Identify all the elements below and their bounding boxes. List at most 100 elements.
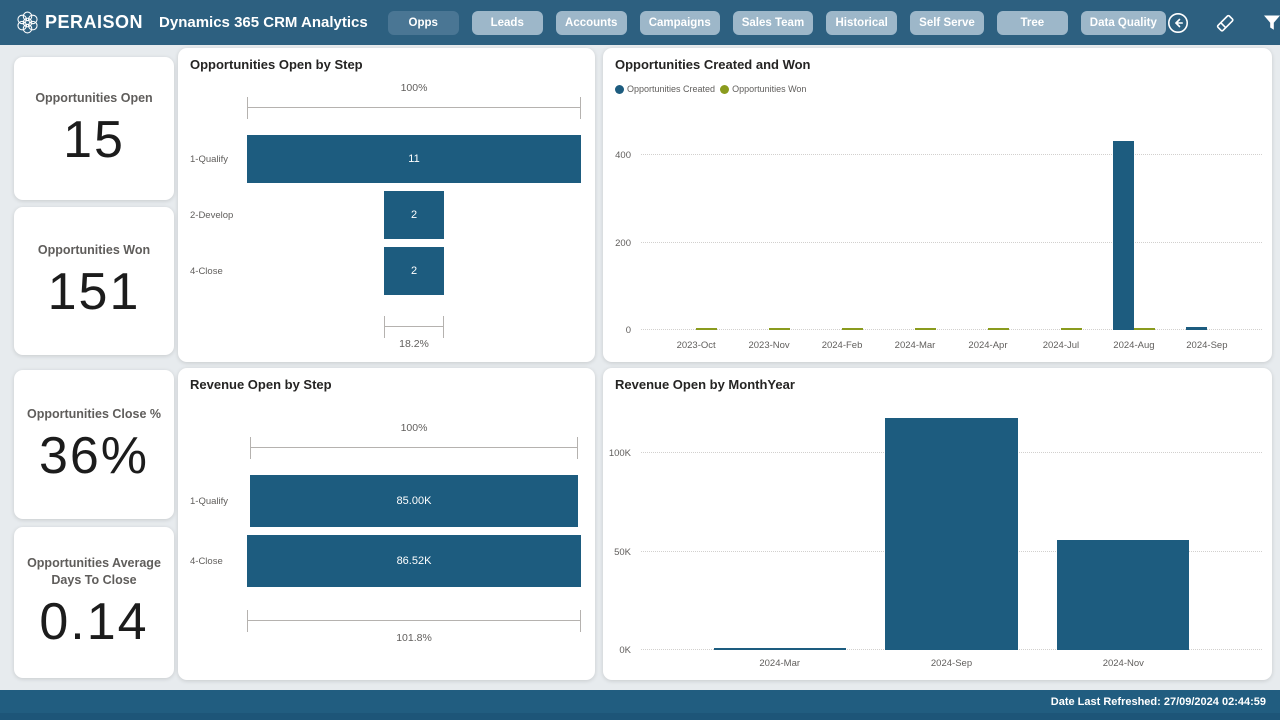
- column-bar-2024-jul-opportunities-won[interactable]: [1060, 328, 1083, 330]
- column-bar-2024-mar-opportunities-won[interactable]: [915, 328, 937, 330]
- funnel-bar-1-qualify[interactable]: 85.00K: [249, 475, 579, 527]
- y-axis-labels: 0K 50K 100K: [603, 404, 635, 656]
- kpi-label: Opportunities Open: [35, 90, 153, 105]
- nav-button-accounts[interactable]: Accounts: [555, 10, 627, 35]
- x-tick-label: 2023-Oct: [676, 340, 716, 351]
- kpi-card-opportunities-close-pct[interactable]: Opportunities Close % 36%: [14, 370, 174, 519]
- nav-icons: [1166, 11, 1280, 35]
- last-refreshed-text: Date Last Refreshed: 27/09/2024 02:44:59: [1050, 695, 1266, 708]
- chart-title: Revenue Open by MonthYear: [615, 377, 795, 392]
- x-axis-labels: 2023-Oct 2023-Nov 2024-Feb 2024-Mar 2024-Apr…: [641, 340, 1262, 354]
- nav-button-leads[interactable]: Leads: [471, 10, 543, 35]
- gridline: [641, 154, 1262, 155]
- kpi-card-avg-days-to-close[interactable]: Opportunities Average Days To Close 0.14: [14, 527, 174, 678]
- funnel-category-label: 4-Close: [190, 555, 223, 567]
- x-tick-label: 2024-Jul: [1042, 340, 1080, 351]
- kpi-value: 0.14: [39, 593, 149, 652]
- column-bar-2024-mar-revenue-open[interactable]: [713, 648, 846, 650]
- x-axis-labels: 2024-Mar 2024-Sep 2024-Nov: [641, 658, 1262, 672]
- nav-button-data-quality[interactable]: Data Quality: [1080, 10, 1166, 35]
- nav-button-historical[interactable]: Historical: [826, 10, 898, 35]
- kpi-label: Opportunities Close %: [26, 406, 162, 421]
- funnel-row: 4-Close 2: [190, 247, 581, 295]
- brand-name: PERAISON: [45, 12, 144, 32]
- y-tick-label: 200: [615, 237, 631, 249]
- nav-button-self-serve[interactable]: Self Serve: [910, 10, 984, 35]
- nav-button-campaigns[interactable]: Campaigns: [639, 10, 720, 35]
- chart-opportunities-open-by-step: Opportunities Open by Step 100% 1-Qualif…: [178, 48, 595, 362]
- legend-item-opportunities-created[interactable]: Opportunities Created: [615, 84, 715, 94]
- funnel-category-label: 2-Develop: [190, 209, 234, 221]
- funnel-bar-2-develop[interactable]: 2: [383, 191, 445, 239]
- kpi-value: 36%: [38, 426, 150, 485]
- nav-button-opps[interactable]: Opps: [387, 10, 459, 35]
- chart-opportunities-created-and-won: Opportunities Created and Won Opportunit…: [603, 48, 1272, 362]
- funnel-plot: 100% 1-Qualify 85.00K 4-Close 86.52K 101…: [190, 402, 581, 674]
- funnel-top-percent: 100%: [400, 422, 428, 434]
- x-tick-label: 2024-Sep: [1186, 340, 1228, 351]
- funnel-bar-4-close[interactable]: 86.52K: [247, 535, 581, 587]
- kpi-value: 15: [63, 110, 125, 169]
- x-tick-label: 2024-Apr: [968, 340, 1008, 351]
- chart-title: Opportunities Created and Won: [615, 57, 811, 72]
- eraser-icon[interactable]: [1213, 11, 1237, 35]
- legend-dot-icon: [615, 84, 624, 94]
- x-tick-label: 2024-Aug: [1113, 340, 1155, 351]
- flower-logo-icon: [14, 9, 41, 36]
- column-bar-2024-sep-opportunities-created[interactable]: [1185, 326, 1207, 330]
- column-bar-2023-nov-opportunities-won[interactable]: [769, 328, 791, 330]
- chart-legend: Opportunities Created Opportunities Won: [615, 84, 811, 94]
- legend-dot-icon: [720, 84, 730, 94]
- x-tick-label: 2024-Nov: [1102, 658, 1144, 669]
- nav-buttons: Opps Leads Accounts Campaigns Sales Team Hist…: [387, 10, 1166, 35]
- nav-button-sales-team[interactable]: Sales Team: [732, 10, 814, 35]
- kpi-value: 151: [47, 263, 141, 322]
- funnel-category-label: 1-Qualify: [190, 495, 229, 507]
- funnel-bar-value: 2: [410, 265, 418, 277]
- chart-revenue-open-by-step: Revenue Open by Step 100% 1-Qualify 85.0…: [178, 368, 595, 680]
- y-tick-label: 0: [625, 325, 631, 336]
- funnel-top-bracket: 100%: [190, 82, 581, 119]
- funnel-bar-1-qualify[interactable]: 11: [247, 135, 581, 183]
- page-title: Dynamics 365 CRM Analytics: [159, 14, 368, 31]
- column-bar-2023-oct-opportunities-won[interactable]: [696, 327, 718, 330]
- chart-revenue-open-by-monthyear: Revenue Open by MonthYear 0K 50K 100K 2024…: [603, 368, 1272, 680]
- funnel-bar-value: 86.52K: [396, 555, 432, 567]
- filter-icon[interactable]: [1260, 11, 1280, 35]
- funnel-bottom-percent: 18.2%: [399, 338, 429, 350]
- funnel-row: 1-Qualify 85.00K: [190, 475, 581, 527]
- kpi-label: Opportunities Won: [37, 243, 151, 258]
- gridline: [641, 329, 1262, 330]
- column-bar-2024-apr-opportunities-won[interactable]: [987, 328, 1010, 330]
- nav-button-tree[interactable]: Tree: [996, 10, 1068, 35]
- back-icon[interactable]: [1166, 11, 1190, 35]
- column-bar-2024-aug-opportunities-won[interactable]: [1133, 328, 1156, 330]
- legend-item-opportunities-won[interactable]: Opportunities Won: [720, 84, 806, 94]
- column-bar-2024-feb-opportunities-won[interactable]: [842, 327, 864, 330]
- funnel-bar-4-close[interactable]: 2: [383, 247, 445, 295]
- y-tick-label: 0K: [619, 645, 631, 656]
- x-tick-label: 2024-Mar: [894, 340, 936, 351]
- funnel-category-label: 1-Qualify: [190, 153, 229, 165]
- funnel-top-bracket: 100%: [190, 422, 581, 459]
- kpi-card-opportunities-won[interactable]: Opportunities Won 151: [14, 207, 174, 355]
- x-tick-label: 2024-Feb: [821, 340, 863, 351]
- column-bar-2024-aug-opportunities-created[interactable]: [1112, 141, 1134, 330]
- y-axis-labels: 0 200 400: [603, 120, 635, 336]
- funnel-top-percent: 100%: [400, 82, 428, 94]
- kpi-label: Opportunities Average Days To Close: [27, 556, 161, 588]
- funnel-row: 4-Close 86.52K: [190, 535, 581, 587]
- y-tick-label: 100K: [608, 448, 631, 460]
- x-tick-label: 2023-Nov: [748, 340, 790, 351]
- column-bar-2024-sep-revenue-open[interactable]: [885, 417, 1018, 650]
- chart-title: Opportunities Open by Step: [190, 57, 363, 72]
- funnel-bottom-percent: 101.8%: [396, 632, 432, 644]
- report-canvas: Opportunities Open 15 Opportunities Won …: [0, 45, 1280, 690]
- funnel-bar-value: 2: [410, 209, 418, 221]
- y-tick-label: 50K: [614, 546, 631, 558]
- column-bar-2024-nov-revenue-open[interactable]: [1057, 539, 1190, 650]
- x-tick-label: 2024-Sep: [930, 658, 973, 669]
- kpi-card-opportunities-open[interactable]: Opportunities Open 15: [14, 57, 174, 200]
- funnel-bar-value: 11: [408, 153, 420, 165]
